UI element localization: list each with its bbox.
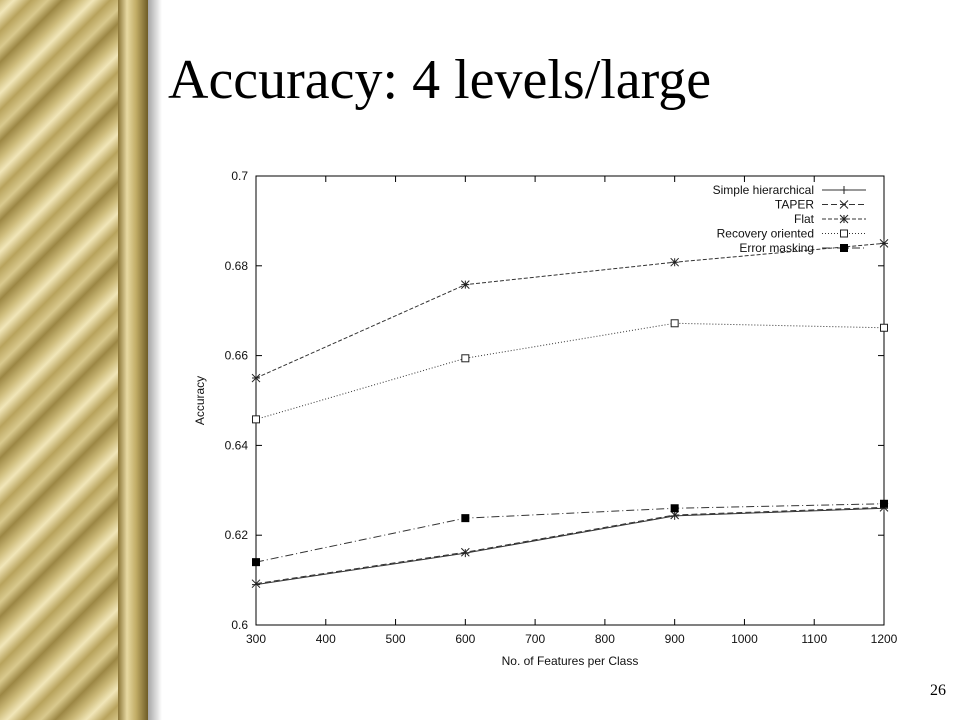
x-tick-label: 900 (665, 632, 685, 646)
x-tick-label: 600 (455, 632, 475, 646)
legend-marker (840, 186, 848, 194)
data-point (670, 504, 679, 513)
y-tick-label: 0.7 (231, 169, 248, 183)
legend-label: Flat (794, 212, 815, 226)
page-number: 26 (930, 682, 946, 699)
data-point (670, 257, 680, 267)
x-tick-label: 300 (246, 632, 266, 646)
data-point (460, 280, 470, 290)
series-line (255, 242, 885, 379)
x-tick-label: 400 (316, 632, 336, 646)
accuracy-line-chart: 300 400 500 600 700 800 900 1000 1100 1200 0.6 0.62… (193, 169, 898, 668)
series-line (255, 506, 885, 585)
legend-label: Error masking (739, 241, 814, 255)
data-point (252, 580, 260, 589)
data-point (460, 547, 470, 557)
y-tick-label: 0.68 (225, 259, 249, 273)
data-point (670, 319, 679, 328)
decorative-border-rim (118, 0, 148, 720)
data-point (461, 354, 470, 363)
x-tick-label: 800 (595, 632, 615, 646)
data-point (670, 511, 679, 520)
y-tick-label: 0.62 (225, 528, 249, 542)
data-point (251, 373, 261, 383)
data-point (251, 579, 261, 589)
legend-marker (839, 200, 849, 209)
x-tick-label: 700 (525, 632, 545, 646)
y-tick-label: 0.6 (231, 618, 248, 632)
x-axis-label: No. of Features per Class (502, 654, 639, 668)
y-tick-label: 0.64 (225, 438, 249, 452)
x-tick-label: 1100 (801, 632, 827, 646)
y-tick-label: 0.66 (225, 349, 249, 363)
legend-marker (840, 244, 848, 252)
data-point (461, 514, 470, 523)
x-tick-label: 1000 (731, 632, 758, 646)
legend-label: TAPER (775, 198, 814, 212)
x-tick-label: 1200 (871, 632, 898, 646)
x-tick-label: 500 (386, 632, 406, 646)
data-point (880, 323, 888, 332)
data-point (880, 499, 888, 508)
data-point (252, 558, 260, 567)
decorative-border (0, 0, 118, 720)
legend-label: Simple hierarchical (713, 183, 814, 197)
y-axis-label: Accuracy (193, 376, 207, 425)
slide-title: Accuracy: 4 levels/large (168, 49, 712, 111)
series-line (255, 507, 885, 586)
plot-frame (255, 175, 885, 626)
data-point (252, 415, 260, 424)
decorative-border-shadow (148, 0, 162, 720)
legend-label: Recovery oriented (717, 227, 814, 241)
data-point (670, 510, 680, 520)
legend-marker (839, 214, 849, 224)
series-line (255, 503, 885, 563)
series-line (255, 322, 885, 420)
legend-marker (840, 229, 848, 238)
data-point (879, 238, 889, 248)
